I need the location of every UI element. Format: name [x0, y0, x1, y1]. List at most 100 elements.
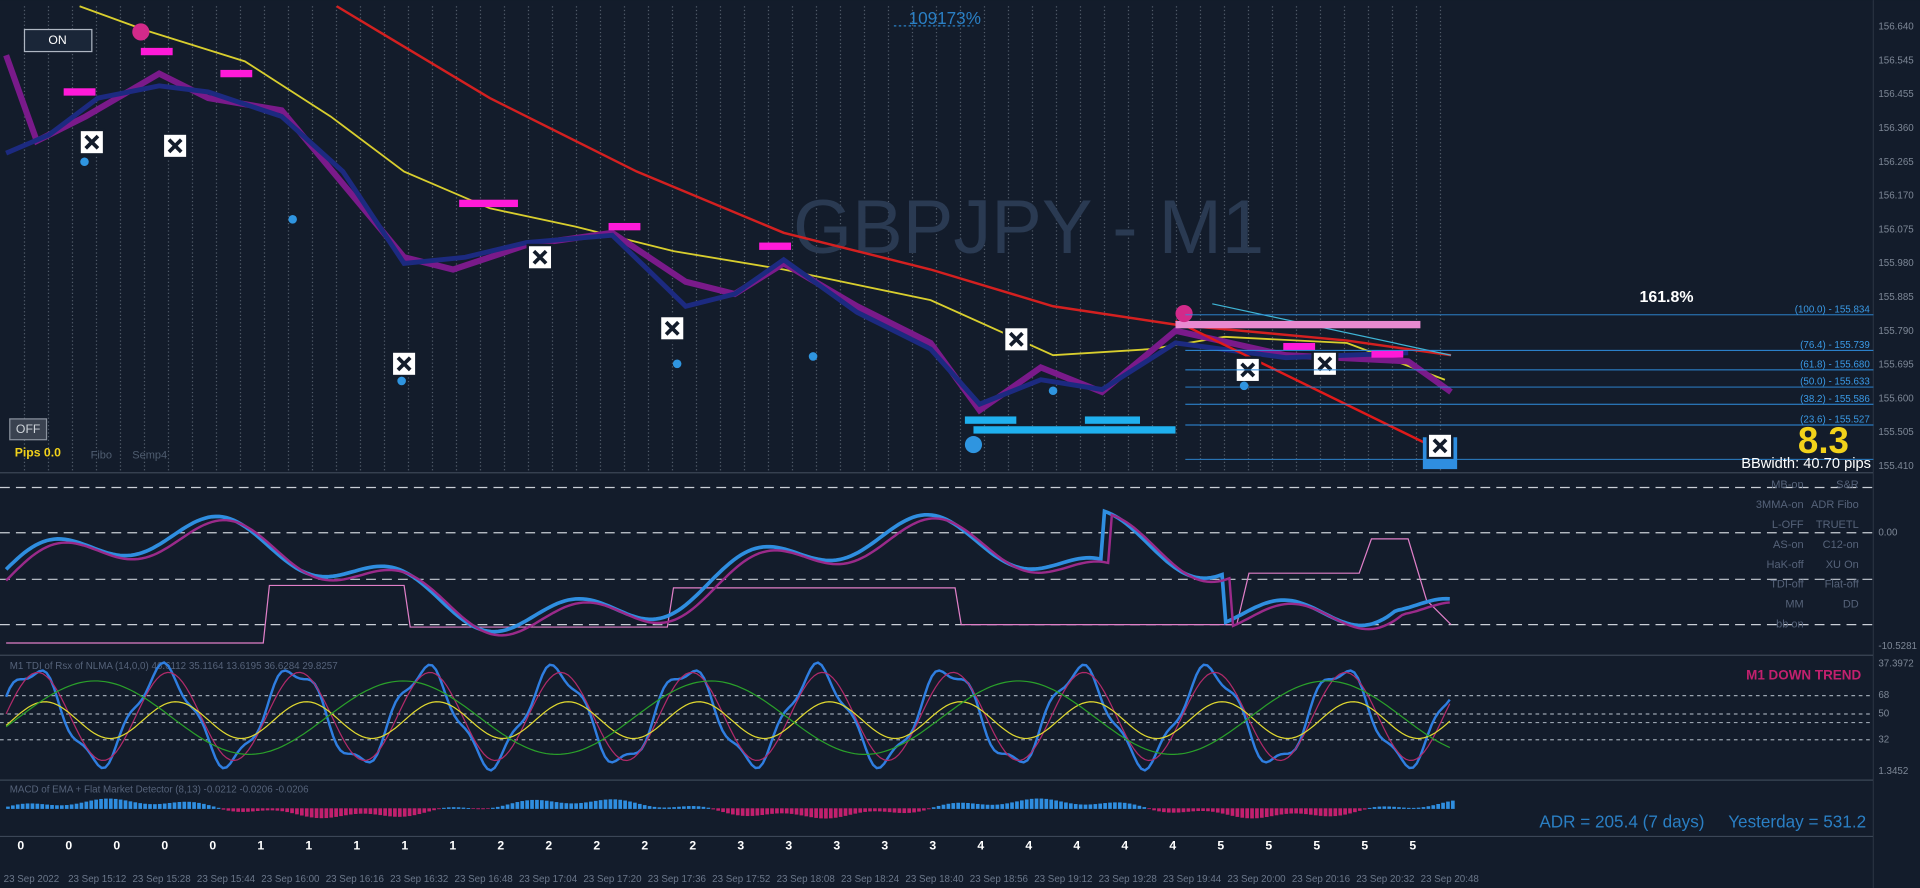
price-label: 156.075: [1878, 224, 1914, 235]
macd-bar: [388, 808, 392, 817]
macd-bar: [133, 802, 138, 809]
macd-bar: [515, 802, 520, 809]
macd-bar: [701, 806, 706, 809]
macd-bar: [740, 808, 745, 816]
fib-label: (100.0) - 155.834: [1795, 305, 1871, 316]
price-label: 156.640: [1878, 22, 1914, 33]
macd-bar: [868, 808, 872, 812]
support-zone: [1084, 416, 1140, 424]
on-button-frame[interactable]: [23, 28, 93, 53]
macd-bar: [432, 808, 436, 811]
bar-count: 4: [1073, 838, 1080, 852]
macd-bar: [598, 800, 603, 809]
macd-bar: [79, 802, 84, 809]
macd-bar: [1137, 805, 1142, 809]
macd-bar: [329, 808, 334, 818]
macd-bar: [495, 806, 500, 809]
off-button-frame[interactable]: [9, 418, 48, 441]
yesterday-label: Yesterday = 531.2: [1728, 812, 1866, 832]
macd-bar: [1044, 798, 1049, 809]
macd-bar: [824, 808, 828, 819]
x-signal-cross: [1432, 438, 1448, 454]
macd-bar: [1196, 808, 1200, 812]
magenta-bar: [608, 222, 641, 231]
macd-bar: [309, 808, 314, 818]
macd-bar: [324, 808, 329, 819]
macd-bar: [971, 803, 975, 809]
macd-bar: [1098, 803, 1103, 809]
off-button-label[interactable]: OFF: [16, 422, 40, 436]
bar-count: 4: [1169, 838, 1176, 852]
time-label: 23 Sep 2022: [4, 874, 59, 885]
on-button-label[interactable]: ON: [48, 33, 66, 47]
macd-bar: [241, 808, 245, 812]
bar-count: 1: [449, 838, 456, 852]
macd-bar: [50, 805, 54, 809]
macd-bar: [45, 804, 49, 809]
macd-bar: [726, 808, 730, 814]
macd-bar: [1181, 808, 1186, 813]
magenta-bar: [1371, 350, 1404, 358]
macd-bar: [30, 803, 35, 809]
x-signal-cross: [1317, 356, 1333, 372]
time-label: 23 Sep 18:24: [841, 874, 900, 885]
macd-bar: [69, 804, 74, 809]
macd-bar: [579, 802, 583, 809]
macd-bar: [1235, 808, 1240, 817]
bar-count: 2: [497, 838, 504, 852]
macd-bar: [40, 804, 45, 809]
time-label: 23 Sep 19:44: [1163, 874, 1222, 885]
macd-bar: [157, 803, 162, 809]
macd-bar: [300, 808, 304, 816]
macd-bar: [1343, 808, 1347, 815]
fib-label: (23.6) - 155.527: [1800, 415, 1870, 426]
trend-line: [1174, 319, 1452, 457]
tdi-levels: [0, 695, 1874, 741]
sub-axis-label: 1.3452: [1878, 766, 1908, 777]
off-button[interactable]: OFF: [9, 418, 48, 441]
macd-bar: [128, 801, 133, 809]
macd-bar: [1441, 802, 1445, 809]
macd-bar: [775, 808, 779, 814]
macd-bar: [187, 801, 192, 809]
macd-bar: [1157, 808, 1161, 812]
macd-bar: [912, 808, 916, 813]
bar-count: 1: [353, 838, 360, 852]
price-label: 155.505: [1878, 427, 1914, 438]
macd-bar: [926, 808, 931, 810]
time-axis: 23 Sep 2022 23 Sep 15:12 23 Sep 15:28 23 Se…: [4, 874, 1480, 885]
price-axis-area: [1873, 0, 1920, 888]
macd-bar: [711, 808, 716, 810]
macd-histogram: [6, 798, 1455, 819]
macd-bar: [216, 807, 221, 809]
x-signal-box: [1426, 432, 1454, 460]
grid: [23, 6, 1442, 472]
macd-bar: [60, 805, 64, 809]
macd-bar: [221, 808, 226, 810]
macd-bar: [1186, 808, 1191, 812]
x-signal-cross: [396, 356, 412, 372]
macd-bar: [231, 808, 236, 812]
macd-bar: [383, 808, 387, 816]
macd-bar: [84, 801, 89, 809]
macd-bar: [882, 808, 887, 812]
macd-bar: [985, 804, 990, 809]
macd-bar: [64, 805, 69, 809]
toggle-label: XU On: [1826, 559, 1859, 571]
macd-bar: [990, 804, 995, 809]
macd-bar: [784, 808, 789, 814]
macd-bar: [304, 808, 309, 817]
macd-bar: [549, 801, 554, 809]
macd-bar: [755, 808, 760, 816]
macd-bar: [931, 807, 936, 809]
toggle-label: MM: [1785, 599, 1803, 611]
magenta-bar: [63, 88, 96, 96]
sub-axis-label: 0.00: [1878, 527, 1898, 538]
macd-bar: [143, 803, 147, 809]
on-button[interactable]: ON: [23, 28, 93, 53]
macd-bar: [618, 799, 623, 809]
macd-bar: [1005, 803, 1009, 809]
macd-bar: [1054, 800, 1058, 809]
time-label: 23 Sep 20:48: [1421, 874, 1480, 885]
